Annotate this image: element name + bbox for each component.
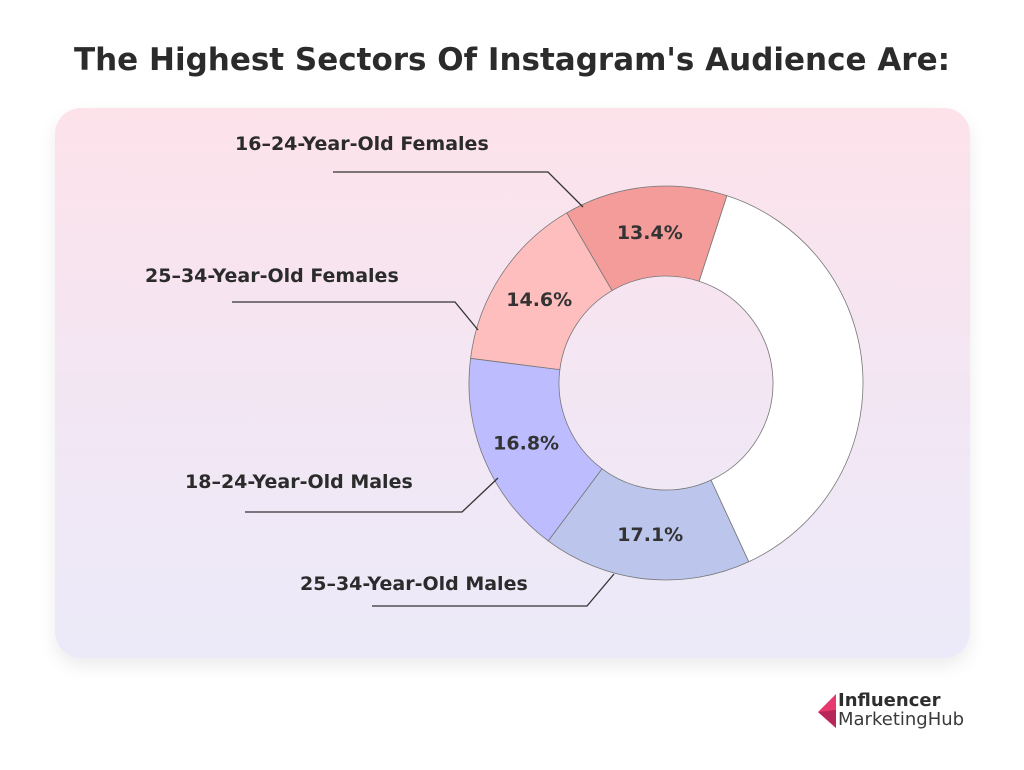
leader-line [333,171,584,208]
slice-category-label: 16–24-Year-Old Females [235,133,489,155]
leader-line [372,573,615,607]
slice-value-label: 13.4% [617,222,683,244]
chart-title: The Highest Sectors Of Instagram's Audie… [73,42,951,78]
leader-line [232,301,479,331]
logo-line1: Influencer [838,690,941,711]
donut-slice-remainder [698,195,864,563]
logo-line2: MarketingHub [838,709,965,730]
donut-slice-3 [566,185,728,292]
leader-line [245,477,499,513]
slice-value-label: 16.8% [493,432,559,454]
slice-value-label: 17.1% [617,524,683,546]
slice-category-label: 18–24-Year-Old Males [185,471,413,493]
logo-mark-icon [818,694,836,728]
slice-value-label: 14.6% [506,289,572,311]
slice-category-label: 25–34-Year-Old Males [300,573,528,595]
donut-slice-0 [547,468,750,581]
slice-category-label: 25–34-Year-Old Females [145,265,399,287]
